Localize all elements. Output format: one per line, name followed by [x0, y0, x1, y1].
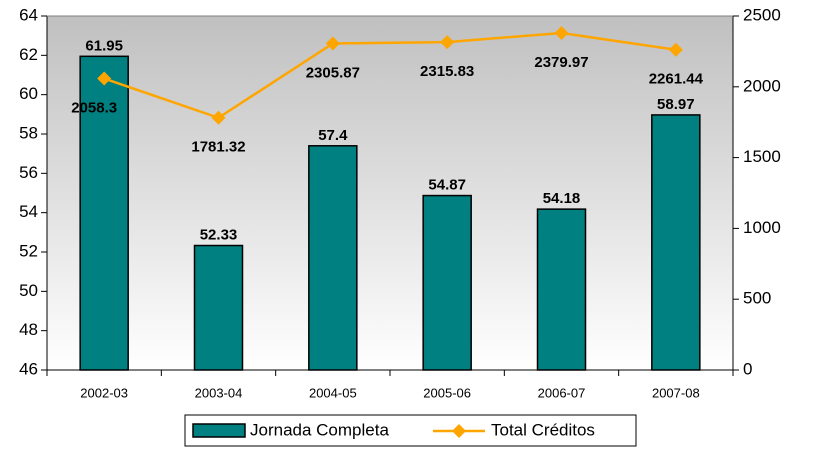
x-tick-label: 2002-03 — [80, 385, 128, 400]
bar-label: 52.33 — [200, 226, 238, 243]
bar — [308, 145, 358, 371]
legend-marker — [452, 424, 466, 438]
y2-tick-label: 2000 — [743, 76, 781, 95]
y-tick-label: 50 — [19, 281, 38, 300]
legend-label: Total Créditos — [491, 420, 595, 439]
bar-label: 54.87 — [428, 177, 466, 194]
y-tick-label: 54 — [19, 202, 38, 221]
bar — [193, 244, 244, 371]
line-marker — [554, 25, 569, 40]
line-label: 2261.44 — [649, 71, 704, 88]
y-tick-label: 52 — [19, 241, 38, 260]
y2-tick-label: 2500 — [743, 5, 781, 24]
bar — [79, 55, 129, 371]
x-tick-label: 2007-08 — [652, 385, 700, 400]
line-label: 1781.32 — [191, 139, 245, 156]
y2-tick-label: 1500 — [743, 147, 781, 166]
legend-label: Jornada Completa — [250, 420, 389, 439]
y-tick-label: 58 — [19, 123, 38, 142]
y-tick-label: 62 — [19, 45, 38, 64]
bar-label: 54.18 — [543, 190, 581, 207]
line-marker — [668, 42, 683, 57]
y-tick-label: 60 — [19, 84, 38, 103]
y-tick-label: 56 — [19, 163, 38, 182]
bar — [536, 208, 587, 371]
y-tick-label: 64 — [19, 5, 38, 24]
x-tick-label: 2006-07 — [538, 385, 586, 400]
y-tick-label: 48 — [19, 320, 38, 339]
line-label: 2305.87 — [306, 64, 360, 81]
bar — [422, 194, 472, 371]
line-marker — [211, 110, 226, 125]
line-marker — [325, 36, 340, 51]
x-tick-label: 2003-04 — [195, 385, 243, 400]
bar — [651, 114, 701, 371]
line-label: 2379.97 — [534, 54, 588, 71]
x-tick-label: 2004-05 — [309, 385, 357, 400]
line-marker — [440, 35, 455, 50]
bar-label: 57.4 — [318, 127, 348, 144]
line-label: 2315.83 — [420, 63, 474, 80]
legend-box — [184, 414, 637, 447]
line-marker — [97, 71, 112, 86]
legend-swatch — [192, 423, 246, 438]
line — [103, 31, 677, 120]
line-label: 2058.3 — [71, 100, 117, 117]
bar-label: 58.97 — [657, 96, 695, 113]
y-tick-label: 46 — [19, 359, 38, 378]
y2-tick-label: 0 — [743, 359, 752, 378]
y2-tick-label: 500 — [743, 289, 771, 308]
bar-label: 61.95 — [85, 37, 123, 54]
plot-area — [47, 16, 733, 370]
x-tick-label: 2005-06 — [423, 385, 471, 400]
y2-tick-label: 1000 — [743, 218, 781, 237]
